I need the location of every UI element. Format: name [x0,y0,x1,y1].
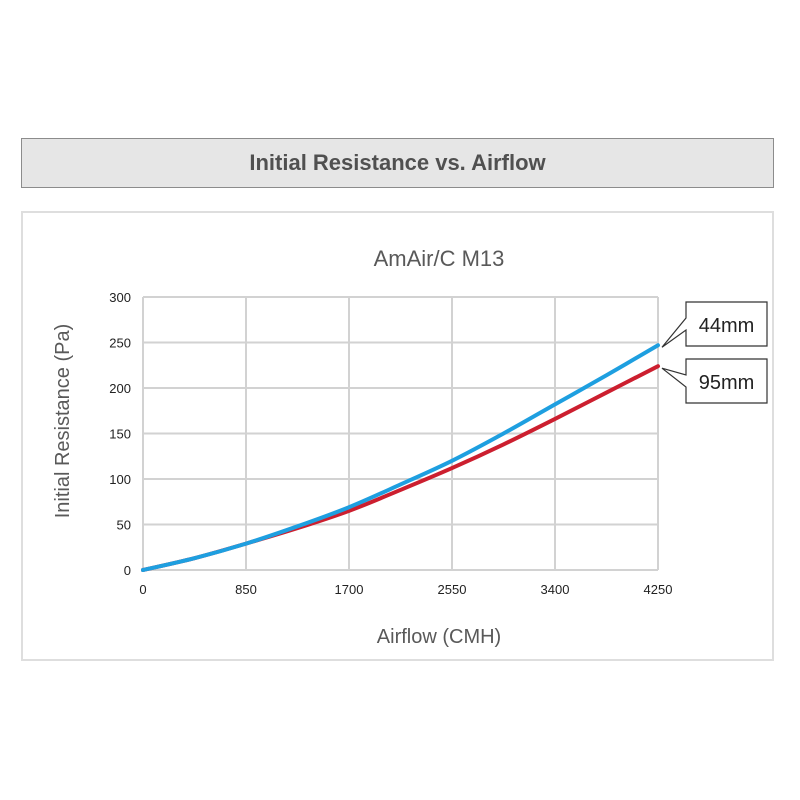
x-tick-label: 3400 [541,582,570,597]
line-chart: AmAir/C M13 0 850 1700 2550 3400 4250 0 50 100 15… [52,246,768,648]
header-title: Initial Resistance vs. Airflow [249,150,546,175]
legend-label-95mm: 95mm [699,372,755,394]
tick-labels: 0 850 1700 2550 3400 4250 0 50 100 150 200 250 300 [109,290,672,597]
y-tick-label: 50 [117,518,131,533]
x-tick-label: 1700 [335,582,364,597]
y-axis-label: Initial Resistance (Pa) [52,324,74,519]
series-line-95mm [141,364,660,572]
legend: 44mm 95mm [661,301,768,404]
chart-title: AmAir/C M13 [374,246,505,271]
grid [142,296,659,571]
chart-frame: AmAir/C M13 0 850 1700 2550 3400 4250 0 50 100 15… [21,211,774,661]
x-tick-label: 4250 [644,582,673,597]
x-tick-label: 850 [235,582,257,597]
x-tick-label: 0 [139,582,146,597]
y-tick-label: 200 [109,381,131,396]
legend-callout-box [661,301,768,348]
y-tick-label: 100 [109,472,131,487]
series-lines [141,343,660,572]
series-line-44mm [141,343,660,572]
y-tick-label: 150 [109,427,131,442]
chart-header-bar: Initial Resistance vs. Airflow [21,138,774,188]
y-tick-label: 250 [109,336,131,351]
legend-callout-box [661,358,768,404]
x-axis-label: Airflow (CMH) [377,626,501,648]
y-tick-label: 300 [109,290,131,305]
legend-label-44mm: 44mm [699,315,755,337]
x-tick-label: 2550 [438,582,467,597]
y-tick-label: 0 [124,563,131,578]
